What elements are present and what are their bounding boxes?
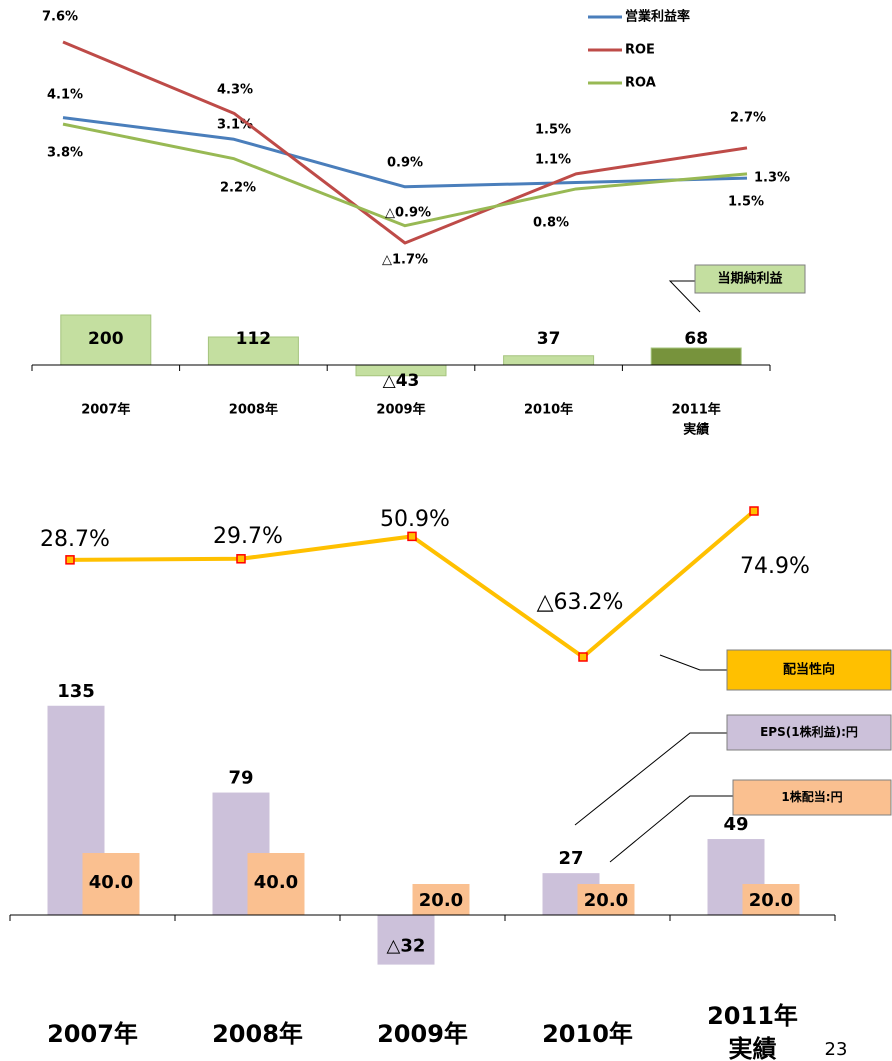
data-label: △1.7%	[382, 253, 428, 268]
data-label: 79	[228, 768, 253, 789]
x-tick-label: 2011年	[707, 1002, 798, 1030]
data-label: 0.8%	[533, 216, 569, 231]
data-label: 1.5%	[728, 195, 764, 210]
bar	[412, 884, 470, 915]
bar	[742, 884, 800, 915]
data-label: 20.0	[749, 890, 793, 911]
series-line	[62, 122, 748, 228]
data-label: 27	[558, 848, 583, 869]
x-tick-label: 2010年	[542, 1020, 633, 1048]
series-line	[62, 116, 748, 189]
data-label: 28.7%	[40, 527, 110, 552]
bar	[247, 853, 305, 915]
data-label: △32	[387, 936, 426, 957]
x-tick-label: 2011年	[672, 402, 721, 418]
page-number: 23	[825, 1039, 848, 1060]
marker	[236, 554, 246, 564]
data-label: 4.1%	[47, 88, 83, 103]
data-label: 1.5%	[535, 123, 571, 138]
callout-pointer	[668, 280, 701, 313]
marker	[407, 531, 417, 542]
data-label: 135	[57, 681, 95, 702]
x-tick-label: 2008年	[212, 1020, 303, 1048]
legend-label: ROA	[625, 76, 656, 91]
bar	[207, 336, 299, 366]
x-tick-note: 実績	[683, 422, 709, 438]
x-tick-label: 2009年	[377, 1020, 468, 1048]
legend-label: 営業利益率	[625, 9, 690, 25]
data-label: 20.0	[584, 890, 628, 911]
data-label: 68	[684, 329, 708, 349]
data-label: 112	[236, 329, 272, 349]
callout-pointer	[609, 795, 733, 863]
data-label: 20.0	[419, 890, 463, 911]
callout-label: EPS(1株利益):円	[760, 724, 858, 739]
data-label: 0.9%	[387, 156, 423, 171]
marker	[578, 652, 588, 662]
marker	[749, 506, 759, 516]
data-label: 29.7%	[213, 524, 283, 549]
x-tick-note: 実績	[729, 1035, 777, 1061]
x-tick-label: 2008年	[229, 402, 278, 418]
x-tick-label: 2009年	[376, 402, 425, 418]
callout-label: 配当性向	[783, 662, 835, 678]
data-label: 1.3%	[754, 171, 790, 186]
callout-box	[726, 714, 892, 751]
callout-pointer	[574, 732, 727, 826]
callout-pointer	[659, 654, 727, 671]
data-label: △0.9%	[385, 206, 431, 221]
bar	[577, 884, 635, 915]
callout-label: 当期純利益	[717, 271, 782, 287]
data-label: 200	[88, 329, 124, 349]
callout-box	[726, 649, 892, 691]
bar	[377, 915, 435, 965]
data-label: △63.2%	[537, 590, 624, 615]
data-label: 50.9%	[380, 507, 450, 532]
data-label: 4.3%	[217, 83, 253, 98]
data-label: △43	[383, 371, 420, 391]
legend-label: ROE	[625, 43, 655, 58]
data-label: 3.8%	[47, 146, 83, 161]
bar	[503, 355, 595, 366]
x-tick-label: 2007年	[81, 402, 130, 418]
x-tick-label: 2007年	[47, 1020, 138, 1048]
data-label: 2.7%	[730, 111, 766, 126]
data-label: 1.1%	[535, 153, 571, 168]
data-label: 7.6%	[42, 10, 78, 25]
bar	[60, 314, 152, 366]
x-tick-label: 2010年	[524, 402, 573, 418]
series-line	[62, 40, 748, 245]
data-label: 2.2%	[220, 181, 256, 196]
callout-box	[732, 779, 892, 816]
callout-label: 1株配当:円	[781, 789, 842, 804]
data-label: 37	[537, 329, 561, 349]
data-label: 74.9%	[740, 554, 810, 579]
bar	[82, 853, 140, 915]
data-label: 40.0	[89, 872, 133, 893]
data-label: 40.0	[254, 872, 298, 893]
marker	[65, 555, 75, 565]
bar	[650, 347, 742, 366]
data-label: 49	[723, 814, 748, 835]
callout-box	[694, 264, 806, 294]
